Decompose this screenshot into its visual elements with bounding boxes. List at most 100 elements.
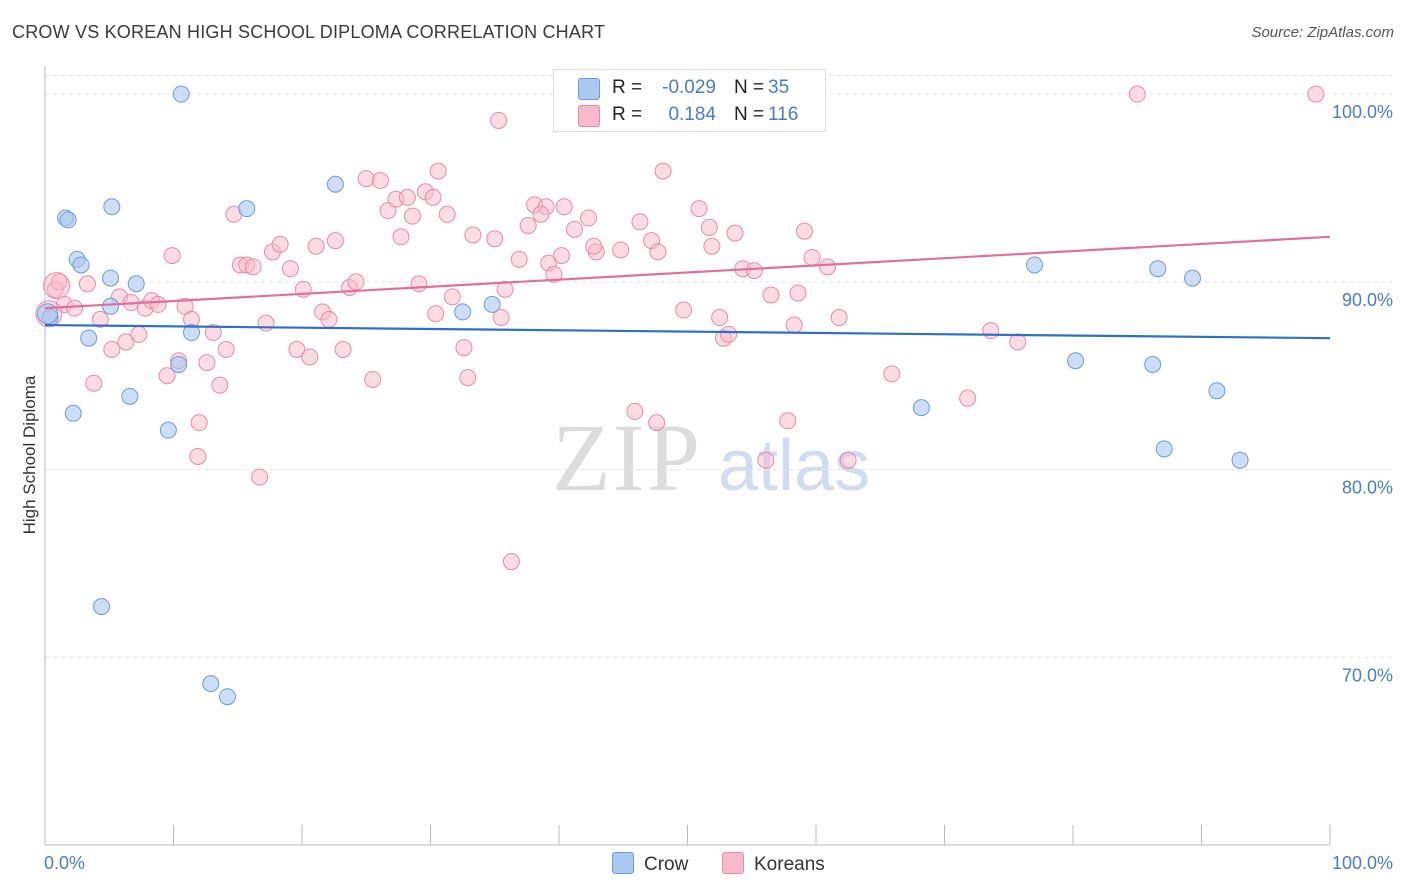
crow-point [64, 404, 82, 422]
korean-point [427, 305, 445, 323]
korean-point [631, 213, 649, 231]
korean-point [675, 301, 693, 319]
crow-trend-line [44, 323, 1331, 340]
crow-point [1067, 352, 1085, 370]
y-tick-label: 100.0% [1332, 102, 1393, 122]
koreans-legend-label: Koreans [754, 854, 825, 875]
korean-point [424, 188, 442, 206]
koreans-legend-swatch [722, 852, 744, 874]
legend-r-label: R = [612, 77, 643, 98]
korean-point [502, 553, 520, 571]
crow-point [121, 387, 139, 405]
korean-point [555, 198, 573, 216]
legend-n-label: N = [734, 104, 765, 125]
korean-point [585, 237, 603, 255]
crow-point [912, 399, 930, 417]
korean-point [830, 309, 848, 327]
korean-point [364, 370, 382, 388]
crow-point [159, 421, 177, 439]
crow-point [127, 275, 145, 293]
korean-point [217, 340, 235, 358]
legend-n-value: 35 [768, 77, 790, 98]
x-tick-label: 0.0% [44, 853, 85, 873]
korean-point [795, 222, 813, 240]
crow-point [218, 688, 236, 706]
korean-point [545, 265, 563, 283]
crow-point [454, 303, 472, 321]
korean-point [757, 451, 775, 469]
crow-point [170, 355, 188, 373]
korean-point [510, 250, 528, 268]
korean-point [158, 367, 176, 385]
korean-point [819, 258, 837, 276]
korean-point [85, 374, 103, 392]
korean-point [720, 325, 738, 343]
crow-point [102, 297, 120, 315]
crow-point [483, 295, 501, 313]
korean-point [66, 299, 84, 317]
korean-point [612, 241, 630, 259]
crow-point [1208, 382, 1226, 400]
crow-swatch [578, 78, 600, 100]
korean-point [648, 414, 666, 432]
korean-point [982, 322, 1000, 340]
korean-point [745, 262, 763, 280]
korean-point [288, 340, 306, 358]
korean-point [392, 228, 410, 246]
korean-point [244, 258, 262, 276]
korean-point [553, 247, 571, 265]
korean-point [326, 232, 344, 250]
koreans-swatch [578, 105, 600, 127]
source-label: Source: ZipAtlas.com [1251, 24, 1394, 41]
korean-point [779, 412, 797, 430]
korean-point [1128, 85, 1146, 103]
legend-r-value: 0.184 [668, 104, 716, 125]
korean-point [785, 316, 803, 334]
crow-legend-swatch [612, 852, 634, 874]
crow-point [202, 675, 220, 693]
korean-point [91, 310, 109, 328]
korean-point [189, 447, 207, 465]
crow-point [59, 211, 77, 229]
crow-point [172, 85, 190, 103]
korean-point [130, 325, 148, 343]
korean-point [251, 468, 269, 486]
korean-point [492, 309, 510, 327]
korean-point [490, 111, 508, 129]
tick-labels: 70.0% 80.0% 90.0% 100.0% 0.0% 100.0% [44, 102, 1393, 873]
crow-point [103, 198, 121, 216]
korean-point [654, 162, 672, 180]
korean-point [429, 162, 447, 180]
korean-point [839, 451, 857, 469]
correlation-legend: R = -0.029 N = 35 R = 0.184 N = 116 [553, 69, 826, 132]
crow-points [37, 85, 1249, 706]
legend-row-crow: R = -0.029 N = 35 [554, 75, 825, 101]
y-tick-label: 80.0% [1342, 478, 1393, 498]
crow-point [1155, 440, 1173, 458]
bottom-legend-crow: Crow [612, 852, 688, 876]
korean-point [163, 247, 181, 265]
korean-point [1009, 333, 1027, 351]
chart-title: CROW VS KOREAN HIGH SCHOOL DIPLOMA CORRE… [12, 22, 606, 42]
crow-point [182, 324, 200, 342]
legend-n-value: 116 [768, 104, 799, 125]
korean-point [334, 340, 352, 358]
korean-point [117, 333, 135, 351]
korean-point [204, 324, 222, 342]
korean-point [883, 365, 901, 383]
korean-point [700, 218, 718, 236]
korean-point [803, 248, 821, 266]
x-tick-label: 100.0% [1332, 853, 1393, 873]
crow-point [1144, 355, 1162, 373]
korean-point [789, 284, 807, 302]
korean-point [307, 237, 325, 255]
crow-point [1149, 260, 1167, 278]
korean-point [410, 275, 428, 293]
bottom-legend-koreans: Koreans [722, 852, 825, 876]
korean-point [398, 188, 416, 206]
korean-point [496, 280, 514, 298]
korean-point [198, 354, 216, 372]
korean-point [649, 243, 667, 261]
y-tick-label: 70.0% [1342, 665, 1393, 685]
